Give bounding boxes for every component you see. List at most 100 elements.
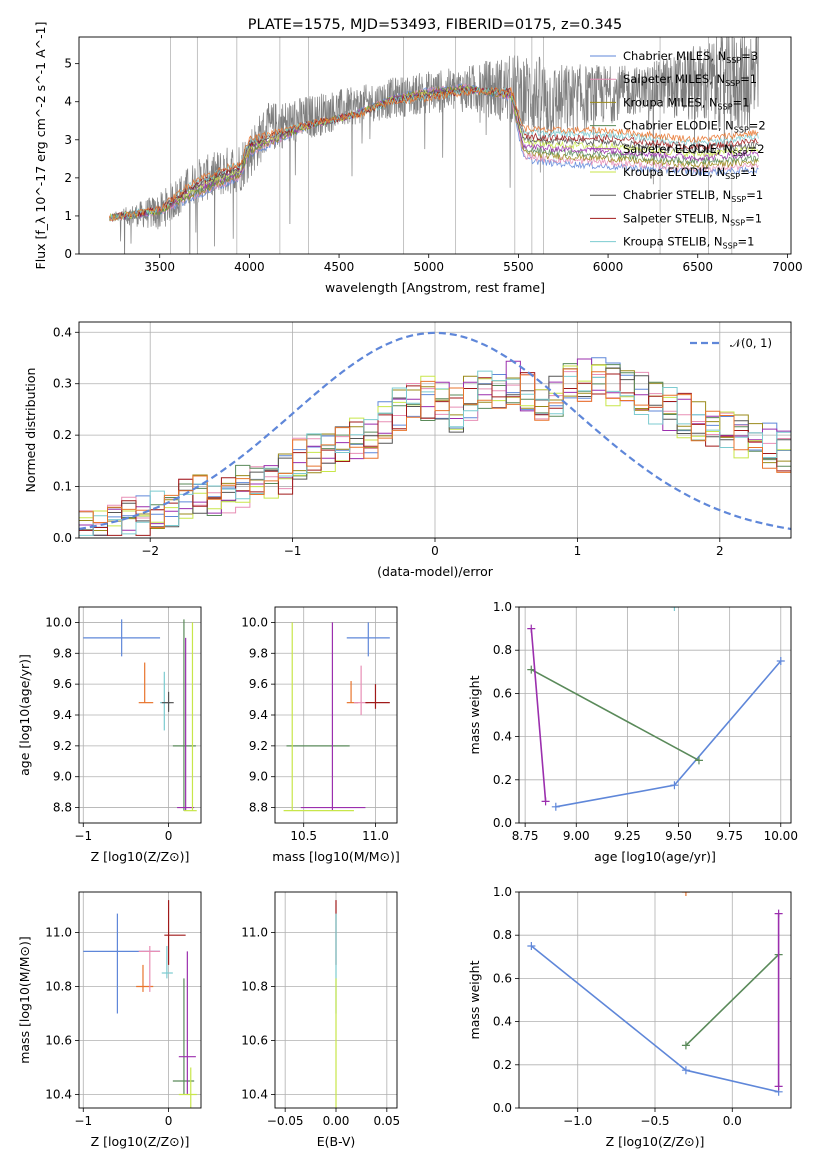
panel-z_mass: −1 0 10.4 10.6 10.8 11.0 Z [log10(Z/Z⊙)] mass [… [17,891,202,1149]
series-marker [670,607,679,611]
plot-area [283,622,390,812]
x-tick-label: −1.0 [563,1114,592,1128]
y-tick-label: 10.8 [241,980,268,994]
series-marker [776,657,785,665]
x-tick-label: −1 [74,829,92,843]
y-tick-label: 4 [64,95,72,109]
data-point [178,951,196,1095]
series-marker [551,802,560,811]
panel-age_weight: 8.75 9.00 9.25 9.50 9.75 10.00 0.0 0.2 0.4 0.6 0.8… [467,600,798,864]
plot-area [109,37,759,254]
plot-area [79,331,791,536]
series-marker [527,942,536,950]
x-tick-label: −0.05 [267,1114,304,1128]
x-tick-label: 0 [165,829,173,843]
axes-frame [274,606,398,824]
plot-area [527,892,783,1096]
series-path [530,628,547,802]
legend-entry: Kroupa MILES, NSSP=1 [623,95,749,111]
x-tick-label: 9.50 [665,829,692,843]
y-tick-label: 0.8 [493,928,512,942]
panel-mass_age: 10.5 11.0 8.8 9.0 9.2 9.4 9.6 9.8 10.0 mass [log1… [241,606,400,864]
y-tick-label: 9.4 [249,708,268,722]
y-axis-label: mass weight [467,960,482,1039]
plot-area [83,619,197,812]
panel-spectrum: 3500 4000 4500 5000 5500 6000 6500 7000 0 1 2 3 4 5 wa… [33,17,803,295]
data-point [283,622,354,812]
data-point [161,691,174,712]
axes-frame [518,606,792,824]
y-axis-label: mass weight [467,675,482,754]
panel-z_weight: −1.0 −0.5 0.0 0.0 0.2 0.4 0.6 0.8 1.0 Z [log10(Z/… [467,885,792,1149]
y-tick-label: 9.6 [53,677,72,691]
x-tick-label: −0.5 [640,1114,669,1128]
x-tick-label: 0.0 [723,1114,742,1128]
y-tick-label: 1 [64,209,72,223]
y-tick-label: 9.4 [53,708,72,722]
series-line [670,607,679,611]
y-tick-label: 10.4 [241,1088,268,1102]
legend: Chabrier MILES, NSSP=3 Salpeter MILES, NS… [590,49,766,251]
legend-entry: Salpeter STELIB, NSSP=1 [623,211,762,227]
x-axis-label: E(B-V) [317,1134,356,1149]
series-marker [670,781,679,790]
axes-frame [274,891,398,1109]
plot-area [527,607,785,811]
residual-histogram [79,368,791,528]
y-tick-label: 11.0 [241,926,268,940]
series-line [551,657,785,811]
y-axis-label: mass [log10(M/M⊙)] [17,936,32,1064]
y-tick-label: 0.0 [493,1101,512,1115]
y-tick-label: 9.8 [53,646,72,660]
series-marker [694,756,703,765]
chart-title: PLATE=1575, MJD=53493, FIBERID=0175, z=0… [248,17,622,33]
series-marker [527,624,536,633]
y-tick-label: 0.2 [53,428,72,442]
x-tick-label: 8.75 [512,829,539,843]
legend-entry: Chabrier ELODIE, NSSP=2 [623,119,766,135]
y-tick-label: 0.2 [493,1058,512,1072]
y-tick-label: 0.6 [493,971,512,985]
y-tick-label: 8.8 [53,801,72,815]
series-marker [681,1066,690,1075]
y-tick-label: 10.8 [45,980,72,994]
gaussian-reference-curve [79,331,791,531]
model-spectrum-line [109,87,759,222]
x-tick-label: 5500 [503,260,534,274]
data-point [353,665,369,715]
data-point [178,1067,197,1108]
series-path [685,954,780,1046]
y-tick-label: 9.6 [249,677,268,691]
y-tick-label: 0.4 [53,325,72,339]
x-tick-label: 4500 [324,260,355,274]
series-marker [681,1041,690,1050]
y-tick-label: 0.2 [493,773,512,787]
y-tick-label: 10.6 [241,1034,268,1048]
y-tick-label: 9.0 [249,770,268,784]
legend-entry: Salpeter ELODIE, NSSP=2 [623,142,765,158]
panel-z_age: −1 0 8.8 9.0 9.2 9.4 9.6 9.8 10.0 Z [log10(Z/Z⊙)]… [17,606,202,864]
x-tick-label: 10.5 [290,829,317,843]
y-tick-label: 2 [64,171,72,185]
x-tick-label: −2 [141,544,159,558]
legend-entry: Chabrier MILES, NSSP=3 [623,49,758,65]
series-path [530,668,700,762]
axes-frame [78,606,202,824]
x-axis-label: Z [log10(Z/Z⊙)] [606,1134,705,1149]
series-line [527,624,550,806]
y-tick-label: 9.0 [53,770,72,784]
model-spectrum-line [109,83,759,222]
panel-ebv_mass: −0.05 0.00 0.05 10.4 10.6 10.8 11.0 E(B-V) [241,891,400,1149]
x-tick-label: 2 [716,544,724,558]
series-marker [774,909,783,918]
y-tick-label: 10.0 [45,615,72,629]
y-tick-label: 0.8 [493,643,512,657]
x-tick-label: 4000 [234,260,265,274]
y-tick-label: 1.0 [493,885,512,899]
y-tick-label: 0.4 [493,1015,512,1029]
y-tick-label: 5 [64,57,72,71]
y-tick-label: 0.0 [53,531,72,545]
axes-frame [78,321,792,539]
y-tick-label: 10.0 [241,615,268,629]
legend-entry: 𝒩(0, 1) [730,336,772,350]
